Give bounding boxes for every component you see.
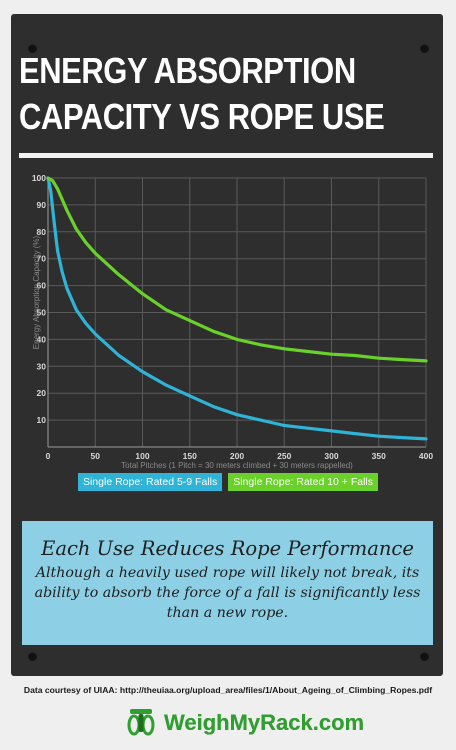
callout-body: Although a heavily used rope will likely… [34, 565, 421, 621]
y-tick-label-20: 20 [37, 388, 47, 398]
x-tick-label-350: 350 [372, 451, 386, 461]
y-tick-label-90: 90 [37, 200, 47, 210]
callout-heading: Each Use Reduces Rope Performance [41, 537, 414, 560]
legend-item-rated-5-9-falls: Single Rope: Rated 5-9 Falls [77, 473, 223, 491]
legend-item-rated-10-plus-falls: Single Rope: Rated 10 + Falls [228, 473, 379, 491]
pin-bottom-left [28, 652, 37, 661]
y-tick-label-30: 30 [37, 361, 47, 371]
series-line-rated-10-plus-falls [46, 176, 428, 363]
x-axis-label: Total Pitches (1 Pitch = 30 meters climb… [121, 461, 353, 470]
y-tick-label-70: 70 [37, 254, 47, 264]
pin-top-left [28, 44, 37, 53]
energy-absorption-chart: 0 50 100 150 200 250 300 350 400 10 20 30 40 50 60 70 80… [32, 173, 434, 470]
brand-logo[interactable]: WeighMyRack.com [124, 705, 364, 741]
callout-box: Each Use Reduces Rope Performance Althou… [22, 521, 433, 645]
carabiner-rack-icon [127, 709, 155, 736]
x-tick-label-50: 50 [91, 451, 101, 461]
pin-top-right [420, 44, 429, 53]
x-tick-label-150: 150 [183, 451, 197, 461]
y-tick-label-50: 50 [37, 308, 47, 318]
x-tick-label-400: 400 [419, 451, 433, 461]
y-tick-label-10: 10 [37, 415, 47, 425]
y-tick-label-40: 40 [37, 334, 47, 344]
y-tick-label-60: 60 [37, 281, 47, 291]
pin-bottom-right [420, 652, 429, 661]
data-source-credit: Data courtesy of UIAA: http://theuiaa.or… [23, 685, 433, 695]
title-line-2: CAPACITY VS ROPE USE [19, 96, 385, 137]
x-tick-label-250: 250 [277, 451, 291, 461]
brand-name: WeighMyRack.com [164, 710, 365, 735]
x-tick-label-300: 300 [324, 451, 338, 461]
chart-legend: Single Rope: Rated 5-9 Falls Single Rope… [0, 473, 456, 491]
x-tick-label-100: 100 [135, 451, 149, 461]
page-title: ENERGY ABSORPTION CAPACITY VS ROPE USE [19, 48, 385, 140]
y-axis-label: Energy Absorption Capacity (%) [32, 235, 41, 349]
y-tick-label-80: 80 [37, 227, 47, 237]
x-tick-label-0: 0 [46, 451, 51, 461]
title-line-1: ENERGY ABSORPTION [19, 50, 356, 91]
y-tick-label-100: 100 [32, 173, 46, 183]
series-line-rated-5-9-falls [46, 176, 428, 441]
x-tick-label-200: 200 [230, 451, 244, 461]
title-divider [19, 153, 433, 158]
